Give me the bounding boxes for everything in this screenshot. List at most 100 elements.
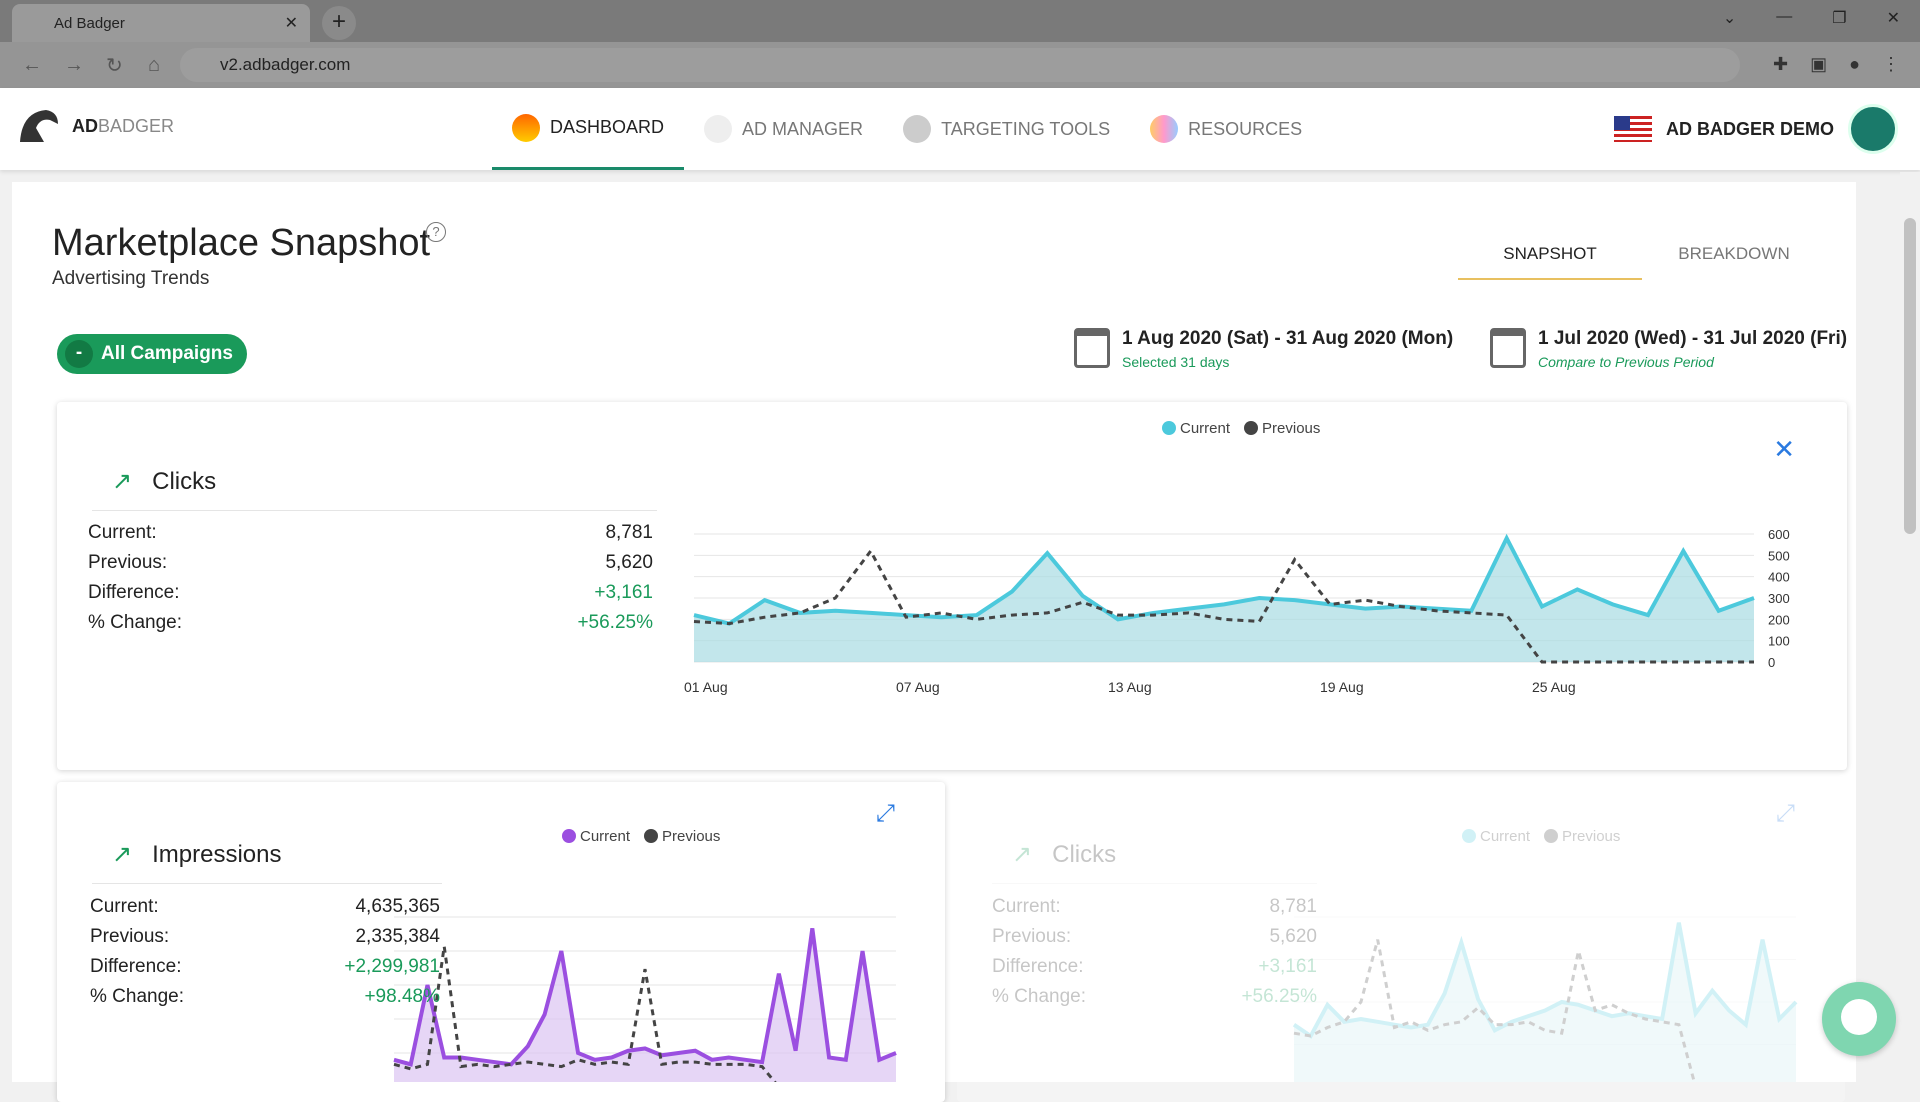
browser-tab[interactable]: Ad Badger ✕ <box>12 4 310 42</box>
close-tab-icon[interactable]: ✕ <box>284 15 298 32</box>
legend-label: Previous <box>1262 420 1321 437</box>
nav-label: DASHBOARD <box>550 117 665 137</box>
avatar[interactable] <box>1848 104 1898 154</box>
legend-previous[interactable]: Previous <box>1244 420 1320 437</box>
back-icon[interactable]: ← <box>22 53 42 76</box>
stat-row: Difference: +3,161 <box>992 956 1317 986</box>
stat-row: Difference: +2,299,981 <box>90 956 440 986</box>
app-header: ADBADGER DASHBOARD AD MANAGER TARGETING TO… <box>0 88 1920 170</box>
sidepanel-icon[interactable]: ▣ <box>1810 54 1828 74</box>
close-icon[interactable]: ✕ <box>1773 434 1795 464</box>
stat-label: Previous: <box>992 926 1072 947</box>
more-icon[interactable]: ⋮ <box>1882 54 1900 74</box>
stat-value: 5,620 <box>605 552 653 573</box>
forward-icon[interactable]: → <box>64 53 84 76</box>
stat-row: Previous: 2,335,384 <box>90 926 440 956</box>
chat-button[interactable] <box>1822 982 1896 1056</box>
card-title: ↗ Clicks <box>992 840 1317 884</box>
expand-icon[interactable]: ⤢ <box>875 800 895 827</box>
compare-date-range[interactable]: 1 Jul 2020 (Wed) - 31 Jul 2020 (Fri) Comp… <box>1490 328 1847 370</box>
browser-tabbar: Ad Badger ✕ + ⌄ — ❐ ✕ <box>0 0 1920 42</box>
card-title-text: Clicks <box>152 467 217 495</box>
stat-value: +3,161 <box>594 582 653 603</box>
scrollbar-thumb[interactable] <box>1904 218 1916 534</box>
campaign-filter-button[interactable]: All Campaigns <box>57 334 247 374</box>
stat-row: Current: 4,635,365 <box>90 896 440 926</box>
logo[interactable]: ADBADGER <box>16 106 174 146</box>
stat-value: +56.25% <box>577 612 653 633</box>
new-tab-button[interactable]: + <box>322 6 356 40</box>
reload-icon[interactable]: ↻ <box>106 54 123 77</box>
logo-light: BADGER <box>98 115 175 136</box>
account-name: AD BADGER DEMO <box>1665 118 1834 139</box>
tab-search-icon[interactable]: ⌄ <box>1722 10 1737 27</box>
profile-icon[interactable]: ● <box>1849 54 1860 74</box>
trend-up-icon: ↗ <box>112 468 133 495</box>
legend-label: Current <box>580 828 631 845</box>
date-current-note: Selected 31 days <box>1122 354 1230 370</box>
extensions-icon[interactable]: ✚ <box>1773 54 1789 74</box>
expand-icon[interactable]: ⤢ <box>1775 800 1795 827</box>
nav-targeting-tools[interactable]: TARGETING TOOLS <box>883 88 1130 170</box>
help-icon[interactable]: ? <box>426 222 446 242</box>
legend-label: Current <box>1180 420 1231 437</box>
tab-breakdown[interactable]: BREAKDOWN <box>1678 244 1790 263</box>
stat-label: % Change: <box>88 612 183 633</box>
close-window-icon[interactable]: ✕ <box>1886 10 1900 27</box>
clicks-card: ⤢ <box>957 782 1845 1102</box>
minimize-icon[interactable]: — <box>1776 8 1793 25</box>
date-previous-note: Compare to Previous Period <box>1538 354 1714 370</box>
restore-icon[interactable]: ❐ <box>1832 10 1847 27</box>
date-current: 1 Aug 2020 (Sat) - 31 Aug 2020 (Mon) <box>1122 328 1454 349</box>
stat-label: Current: <box>88 522 157 543</box>
stat-label: Previous: <box>90 926 170 947</box>
nav-label: AD MANAGER <box>742 118 864 139</box>
stat-label: Previous: <box>88 552 168 573</box>
nav-dashboard[interactable]: DASHBOARD <box>492 88 685 170</box>
tab-title: Ad Badger <box>54 14 125 32</box>
stat-label: % Change: <box>992 986 1087 1007</box>
stat-label: Difference: <box>90 956 182 977</box>
nav-resources[interactable]: RESOURCES <box>1130 88 1322 170</box>
main-content: Marketplace Snapshot ? Advertising Trend… <box>12 182 1856 1102</box>
legend-previous[interactable]: Previous <box>1544 828 1620 845</box>
stat-value: +3,161 <box>1258 956 1317 977</box>
stat-value: +2,299,981 <box>344 956 440 977</box>
stats-table: Current: 4,635,365 Previous: 2,335,384 Diffe… <box>90 896 440 1016</box>
legend-current[interactable]: Current <box>1162 420 1230 437</box>
legend-label: Previous <box>662 828 721 845</box>
address-bar: ← → ↻ ⌂ v2.adbadger.com ✚ ▣ ● ⋮ <box>0 42 1920 88</box>
stats-table: Current: 8,781 Previous: 5,620 Difference: +3… <box>992 896 1317 1016</box>
card-title-text: Impressions <box>152 840 282 868</box>
legend-current[interactable]: Current <box>562 828 630 845</box>
stat-row: % Change: +98.48% <box>90 986 440 1016</box>
home-icon[interactable]: ⌂ <box>148 53 161 76</box>
nav-label: RESOURCES <box>1188 118 1303 139</box>
chart-legend: Current Previous <box>1462 828 1620 845</box>
tab-snapshot[interactable]: SNAPSHOT <box>1458 244 1642 280</box>
chart-legend: Current Previous <box>562 828 720 845</box>
stat-row: Previous: 5,620 <box>88 552 653 582</box>
current-date-range[interactable]: 1 Aug 2020 (Sat) - 31 Aug 2020 (Mon) Sele… <box>1074 328 1453 370</box>
url-input[interactable]: v2.adbadger.com <box>180 48 1740 82</box>
magnifier-icon <box>903 115 932 143</box>
calendar-icon <box>1074 328 1110 368</box>
us-flag-icon <box>1613 116 1652 142</box>
stat-label: Current: <box>992 896 1061 917</box>
stat-value: 2,335,384 <box>355 926 440 947</box>
gauge-icon <box>512 113 540 142</box>
legend-current[interactable]: Current <box>1462 828 1530 845</box>
nav-ad-manager[interactable]: AD MANAGER <box>684 88 883 170</box>
legend-label: Previous <box>1562 828 1621 845</box>
stat-label: Difference: <box>992 956 1084 977</box>
url-text: v2.adbadger.com <box>220 55 351 74</box>
legend-previous[interactable]: Previous <box>644 828 720 845</box>
badger-logo-icon <box>20 110 58 142</box>
account-menu[interactable]: AD BADGER DEMO <box>1613 104 1898 154</box>
stat-value: 8,781 <box>605 522 653 543</box>
card-title-text: Clicks <box>1052 840 1117 868</box>
stat-value: 4,635,365 <box>355 896 440 917</box>
stat-row: Current: 8,781 <box>992 896 1317 926</box>
scrollbar[interactable] <box>1900 172 1920 1080</box>
stat-value: 8,781 <box>1269 896 1317 917</box>
